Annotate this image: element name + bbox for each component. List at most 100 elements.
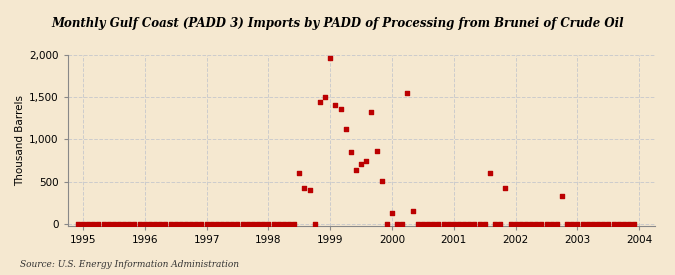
- Point: [340, 127, 351, 131]
- Point: [279, 222, 290, 226]
- Point: [289, 222, 300, 226]
- Point: [273, 222, 284, 226]
- Point: [232, 222, 243, 226]
- Point: [186, 222, 196, 226]
- Point: [392, 222, 402, 226]
- Point: [284, 222, 294, 226]
- Point: [150, 222, 161, 226]
- Point: [546, 222, 557, 226]
- Point: [418, 222, 429, 226]
- Point: [562, 222, 572, 226]
- Point: [454, 222, 464, 226]
- Point: [531, 222, 541, 226]
- Point: [443, 222, 454, 226]
- Point: [330, 103, 341, 107]
- Point: [103, 222, 114, 226]
- Point: [72, 222, 83, 226]
- Point: [572, 222, 583, 226]
- Point: [170, 222, 181, 226]
- Point: [475, 222, 485, 226]
- Point: [587, 222, 598, 226]
- Point: [356, 162, 367, 166]
- Point: [583, 222, 593, 226]
- Point: [505, 222, 516, 226]
- Point: [557, 194, 568, 198]
- Point: [82, 222, 93, 226]
- Point: [129, 222, 140, 226]
- Point: [361, 159, 372, 164]
- Point: [201, 222, 212, 226]
- Point: [119, 222, 130, 226]
- Point: [165, 222, 176, 226]
- Point: [325, 56, 335, 60]
- Point: [510, 222, 521, 226]
- Point: [593, 222, 603, 226]
- Point: [448, 222, 459, 226]
- Point: [109, 222, 119, 226]
- Point: [428, 222, 439, 226]
- Point: [551, 222, 562, 226]
- Point: [624, 222, 634, 226]
- Point: [433, 222, 443, 226]
- Point: [603, 222, 614, 226]
- Point: [155, 222, 165, 226]
- Point: [207, 222, 217, 226]
- Point: [315, 100, 325, 104]
- Point: [258, 222, 269, 226]
- Point: [139, 222, 150, 226]
- Y-axis label: Thousand Barrels: Thousand Barrels: [15, 95, 25, 186]
- Point: [614, 222, 624, 226]
- Point: [567, 222, 578, 226]
- Point: [181, 222, 192, 226]
- Point: [500, 185, 511, 190]
- Point: [489, 222, 500, 226]
- Point: [93, 222, 104, 226]
- Point: [113, 222, 124, 226]
- Point: [134, 222, 145, 226]
- Point: [469, 222, 480, 226]
- Point: [124, 222, 135, 226]
- Point: [350, 167, 361, 172]
- Point: [309, 222, 320, 226]
- Point: [320, 95, 331, 99]
- Point: [412, 222, 423, 226]
- Point: [294, 171, 304, 175]
- Point: [438, 222, 449, 226]
- Point: [598, 222, 609, 226]
- Point: [252, 222, 263, 226]
- Point: [629, 222, 640, 226]
- Point: [526, 222, 537, 226]
- Point: [176, 222, 186, 226]
- Point: [536, 222, 547, 226]
- Point: [242, 222, 253, 226]
- Text: Source: U.S. Energy Information Administration: Source: U.S. Energy Information Administ…: [20, 260, 239, 269]
- Point: [78, 222, 88, 226]
- Point: [227, 222, 238, 226]
- Point: [495, 222, 506, 226]
- Point: [516, 222, 526, 226]
- Point: [541, 222, 552, 226]
- Point: [268, 222, 279, 226]
- Point: [366, 109, 377, 114]
- Point: [479, 222, 490, 226]
- Point: [459, 222, 470, 226]
- Point: [160, 222, 171, 226]
- Point: [211, 222, 222, 226]
- Point: [376, 178, 387, 183]
- Point: [371, 149, 382, 153]
- Point: [464, 222, 475, 226]
- Text: Monthly Gulf Coast (PADD 3) Imports by PADD of Processing from Brunei of Crude O: Monthly Gulf Coast (PADD 3) Imports by P…: [51, 16, 624, 29]
- Point: [217, 222, 227, 226]
- Point: [397, 222, 408, 226]
- Point: [520, 222, 531, 226]
- Point: [402, 91, 413, 95]
- Point: [222, 222, 233, 226]
- Point: [263, 222, 274, 226]
- Point: [387, 211, 398, 215]
- Point: [381, 222, 392, 226]
- Point: [335, 107, 346, 111]
- Point: [485, 171, 495, 175]
- Point: [304, 188, 315, 192]
- Point: [237, 222, 248, 226]
- Point: [144, 222, 155, 226]
